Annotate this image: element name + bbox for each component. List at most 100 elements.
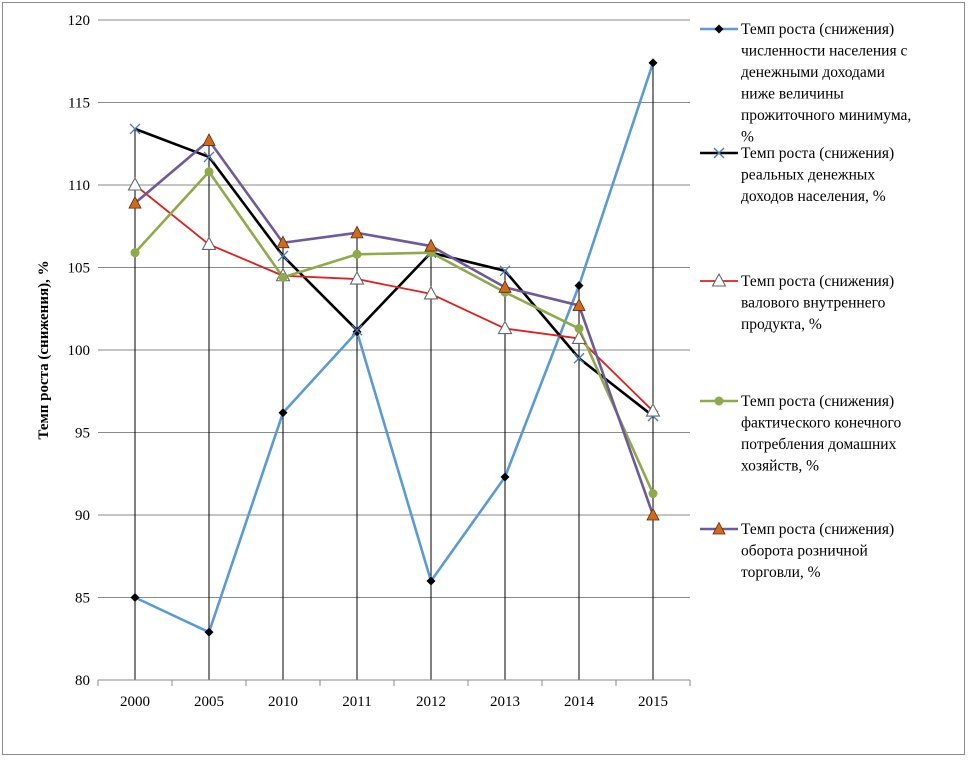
series-4-point-2014 [574, 324, 584, 334]
series-3-point-2012 [423, 285, 439, 300]
series-4-point-2015 [648, 489, 658, 499]
legend-label-5-line-3: торговли, % [741, 564, 821, 581]
series-line-1 [134, 62, 655, 634]
legend-label-4-line-2: фактического конечного [741, 415, 901, 432]
series-3-point-2011 [349, 270, 365, 285]
y-tick-label-115: 115 [68, 96, 90, 112]
series-5-point-2013 [498, 279, 512, 293]
series-2-point-2010-stroke-b [277, 250, 289, 262]
x-tick-label-2015: 2015 [638, 694, 668, 710]
series-4-point-2010 [278, 272, 288, 282]
legend-swatch-marker-1 [714, 24, 724, 34]
series-3-point-2013 [497, 320, 513, 335]
series-line-3 [134, 184, 654, 412]
legend-label-3-line-3: продукта, % [741, 316, 822, 333]
series-3-point-2014 [571, 330, 587, 345]
legend-label-4-line-3: потребления домашних [741, 436, 897, 453]
series-line-2 [134, 127, 654, 418]
y-tick-label-90: 90 [75, 508, 90, 524]
series-1-point-2013 [500, 472, 510, 482]
x-tick-label-2011: 2011 [342, 694, 371, 710]
legend-item-5: Темп роста (снижения) оборота розничной то… [700, 521, 894, 581]
legend-item-3: Темп роста (снижения) валового внутреннег… [700, 272, 894, 333]
x-tick-label-2010: 2010 [268, 694, 298, 710]
series-line-4 [134, 170, 655, 495]
series-5-point-2015 [646, 507, 660, 521]
legend-label-2: Темп роста (снижения) реальных денежных до… [741, 145, 894, 205]
x-tick-label-2013: 2013 [490, 694, 520, 710]
series-1-point-2012 [426, 576, 436, 586]
legend-item-1: Темп роста (снижения) численности населен… [700, 21, 911, 146]
y-tick-label-85: 85 [75, 591, 90, 607]
legend-swatch-marker-3 [711, 272, 727, 287]
y-tick-label-120: 120 [68, 13, 91, 29]
series-3-point-2000 [127, 176, 143, 191]
y-tick-label-105: 105 [68, 261, 91, 277]
series-1-point-2011 [352, 327, 362, 337]
series-2-point-2005-stroke-b [203, 151, 215, 163]
legend-swatch-marker-4 [714, 396, 724, 406]
legend-item-4: Темп роста (снижения) фактического конечн… [700, 393, 901, 475]
x-tick-label-2000: 2000 [120, 694, 150, 710]
series-2-point-2013 [499, 265, 511, 277]
x-tick-label-2005: 2005 [194, 694, 224, 710]
series-1-point-2005 [204, 627, 214, 637]
legend-item-2: Темп роста (снижения) реальных денежных до… [700, 145, 894, 205]
series-5-point-2010 [276, 235, 290, 249]
series-2-point-2014 [573, 352, 585, 364]
legend-label-4-line-4: хозяйств, % [741, 458, 819, 475]
drop-lines-layer [134, 62, 654, 680]
series-1-point-2014 [574, 281, 584, 291]
y-tick-label-100: 100 [68, 343, 91, 359]
y-axis-label: Темп роста (снижения), % [36, 260, 52, 439]
legend-label-1-line-2: численности населения с [741, 43, 907, 60]
legend-label-3: Темп роста (снижения) валового внутреннег… [741, 273, 894, 333]
series-5-point-2011 [350, 225, 364, 239]
legend: Темп роста (снижения) численности населен… [700, 21, 911, 581]
series-layer [134, 62, 655, 634]
series-4-point-2011 [352, 249, 362, 259]
legend-label-1-line-1: Темп роста (снижения) [741, 21, 894, 38]
legend-swatch-marker-2 [713, 147, 725, 159]
series-line-5 [134, 139, 655, 516]
series-2-point-2010 [277, 250, 289, 262]
series-5-point-2014 [572, 298, 586, 311]
series-3-point-2015 [645, 402, 661, 417]
legend-label-1: Темп роста (снижения) численности населен… [741, 21, 911, 146]
x-tick-label-2012: 2012 [416, 694, 446, 710]
series-5-point-2005 [202, 133, 216, 146]
series-5-point-2012 [424, 238, 438, 252]
series-2-point-2005 [203, 151, 215, 163]
series-1-point-2000 [130, 593, 140, 602]
y-tick-label-95: 95 [75, 426, 90, 442]
legend-label-1-line-3: денежными доходами [741, 64, 885, 81]
series-1-point-2015 [648, 58, 658, 68]
series-2-point-2013-stroke-b [499, 265, 511, 277]
x-tick-label-2014: 2014 [564, 694, 595, 710]
legend-swatch-marker-5 [712, 521, 726, 535]
series-2-point-2014-stroke-b [573, 352, 585, 364]
legend-label-2-line-3: доходов населения, % [741, 188, 886, 205]
legend-label-4-line-1: Темп роста (снижения) [741, 393, 894, 410]
axis-layer: 80 85 90 95 100 105 110 115 120 2000 2005 2010 2011 2… [68, 13, 691, 710]
legend-label-5-line-1: Темп роста (снижения) [741, 521, 894, 538]
legend-label-4: Темп роста (снижения) фактического конечн… [741, 393, 901, 475]
series-4-point-2000 [130, 248, 140, 258]
legend-label-5-line-2: оборота розничной [741, 543, 868, 560]
legend-label-3-line-1: Темп роста (снижения) [741, 273, 894, 290]
series-2-point-2000 [129, 123, 141, 135]
legend-label-3-line-2: валового внутреннего [741, 295, 886, 312]
series-2-point-2011 [351, 324, 363, 336]
legend-label-2-line-1: Темп роста (снижения) [741, 145, 894, 162]
marker-layer [127, 58, 661, 637]
series-2-point-2011-stroke-b [351, 324, 363, 336]
legend-label-1-line-5: прожиточного минимума, [741, 107, 911, 124]
series-4-point-2005 [204, 167, 214, 177]
legend-label-2-line-2: реальных денежных [741, 167, 875, 184]
series-3-point-2005 [201, 236, 217, 250]
grid-layer [98, 19, 690, 681]
y-tick-label-80: 80 [75, 673, 90, 689]
series-5-point-2000 [128, 195, 142, 209]
